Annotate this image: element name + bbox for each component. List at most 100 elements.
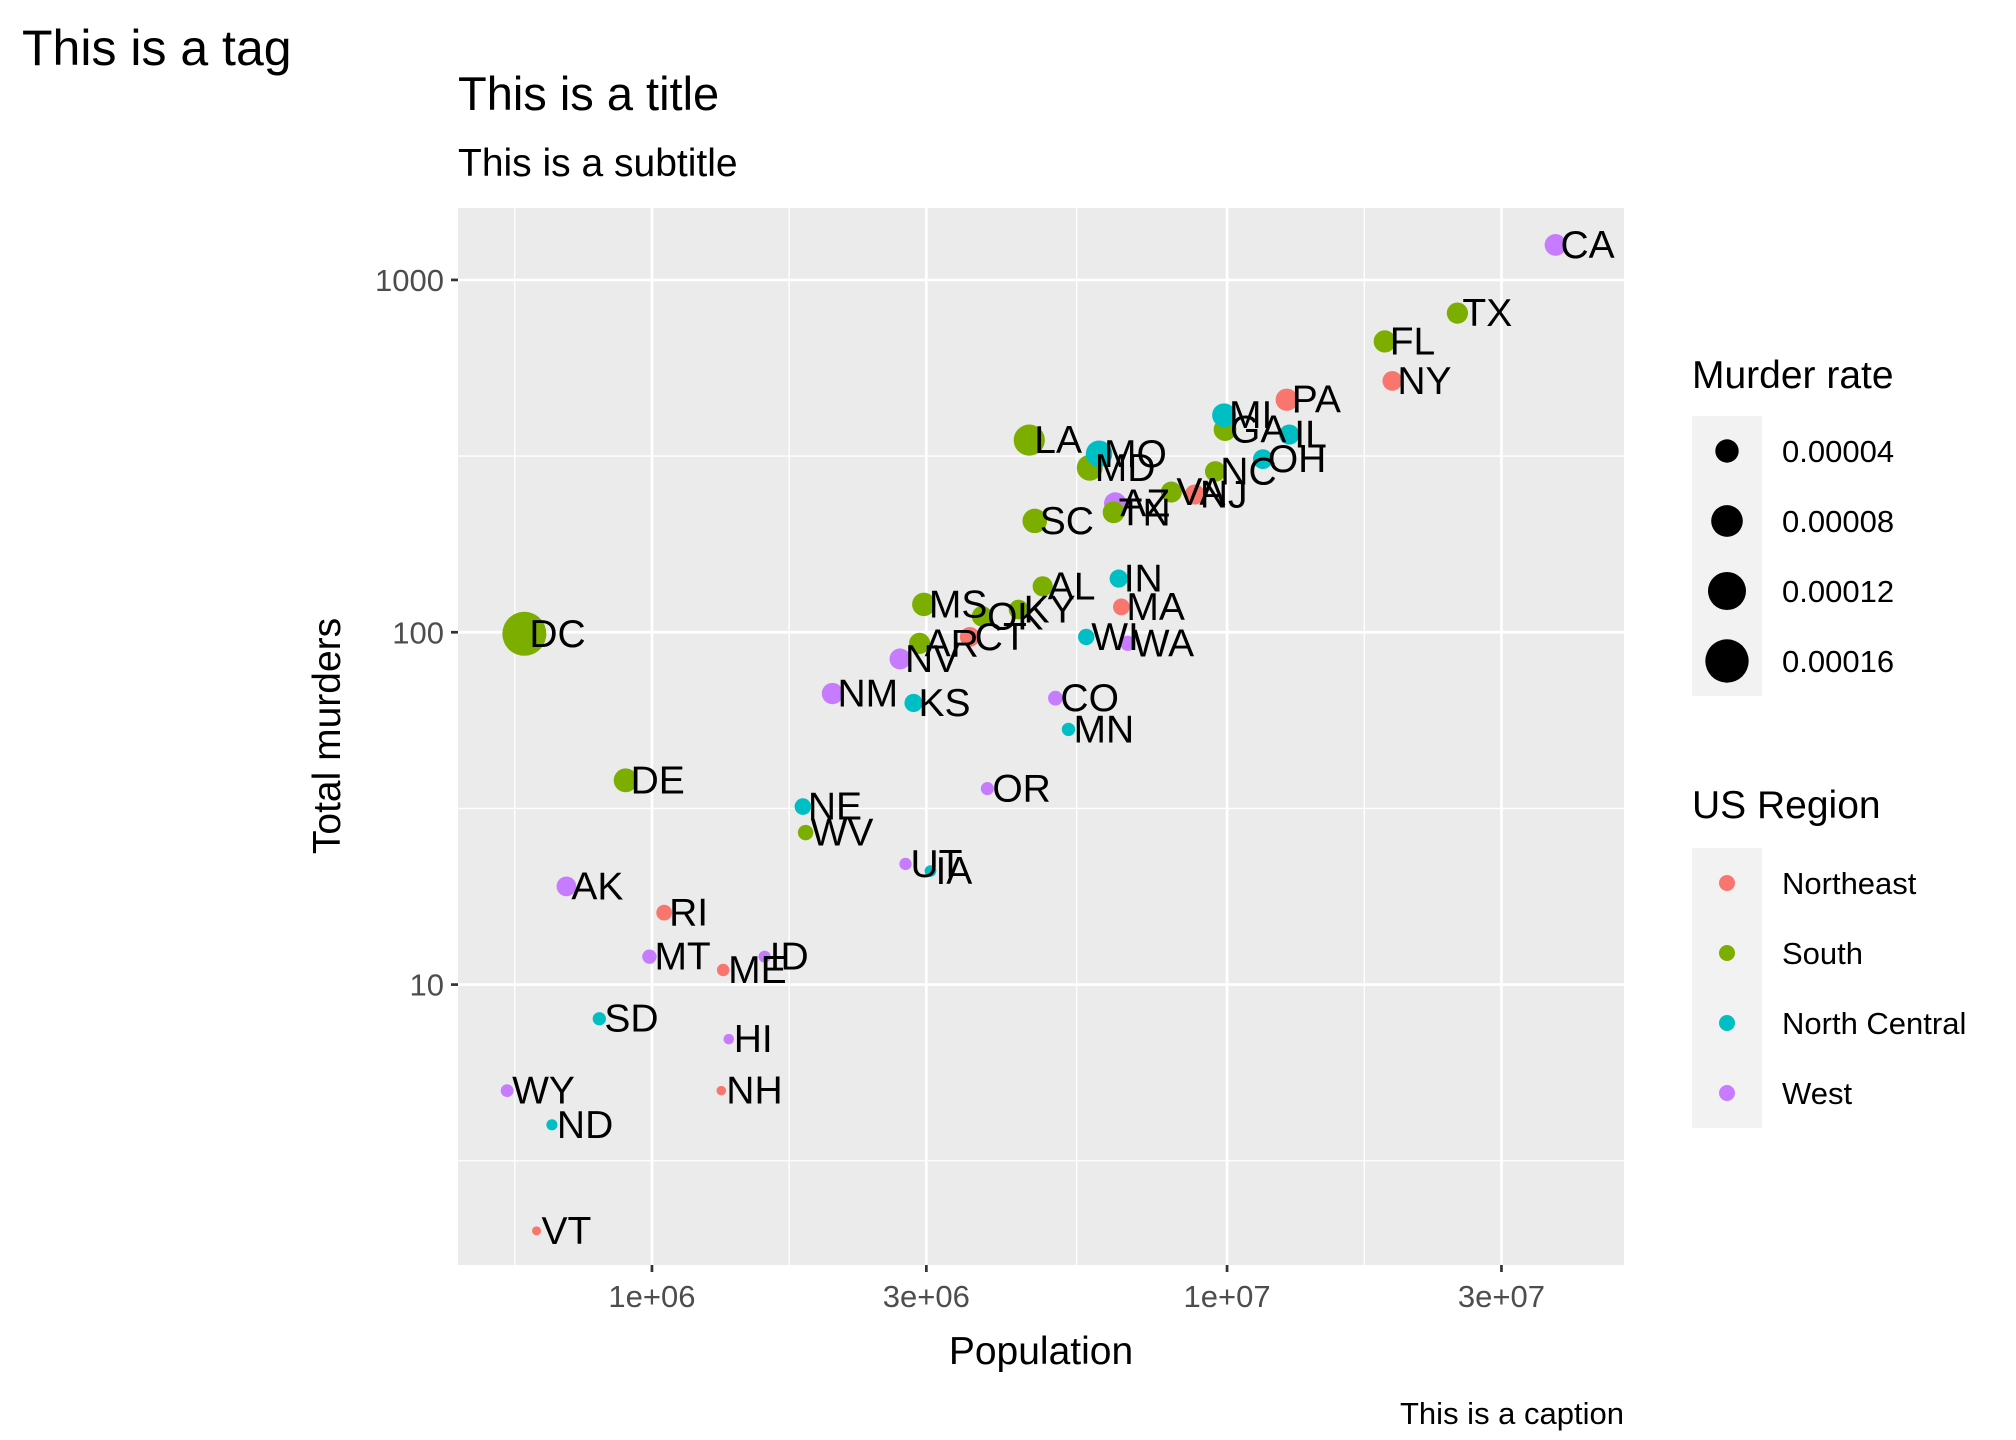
- chart-title: This is a title: [458, 67, 719, 120]
- point-label: NE: [808, 786, 862, 829]
- color-legend-title: US Region: [1692, 784, 1881, 827]
- data-point: [556, 876, 577, 897]
- data-point: [716, 1085, 727, 1096]
- point-label: MN: [1073, 708, 1134, 751]
- point-label: CA: [1561, 224, 1615, 267]
- point-label: KY: [1024, 589, 1076, 632]
- point-label: ND: [557, 1104, 613, 1147]
- point-label: CO: [1060, 677, 1119, 720]
- point-label: SD: [604, 998, 658, 1041]
- data-point: [908, 632, 931, 654]
- data-point: [1022, 508, 1047, 534]
- point-label: AK: [571, 865, 623, 908]
- point-label: ID: [770, 936, 809, 979]
- point-label: SC: [1040, 500, 1094, 543]
- point-label: OK: [987, 595, 1043, 638]
- data-point: [980, 782, 994, 796]
- point-label: UT: [911, 843, 963, 886]
- point-label: AR: [925, 622, 979, 665]
- data-point: [532, 1226, 542, 1236]
- point-label: DE: [631, 759, 685, 802]
- data-point: [821, 682, 844, 705]
- point-label: MD: [1095, 447, 1156, 490]
- color-legend-label: Northeast: [1782, 866, 1917, 901]
- point-label: GA: [1230, 409, 1286, 452]
- grid-lines: [458, 208, 1624, 1265]
- data-point: [971, 605, 993, 627]
- data-point: [1204, 461, 1226, 482]
- point-labels: AL AK AZ AR CA CO CT DE DC FL GA HI ID IL IN IA KS KY LA ME…: [512, 224, 1615, 1253]
- point-label: IN: [1124, 558, 1163, 601]
- color-legend-key-background: [1692, 848, 1762, 1128]
- data-point: [1160, 481, 1182, 503]
- x-tick-label: 3e+06: [883, 1279, 970, 1314]
- data-point: [889, 648, 911, 670]
- size-legend-label: 0.00008: [1782, 504, 1894, 539]
- data-point: [1048, 690, 1063, 706]
- data-point: [546, 1119, 558, 1131]
- size-legend-title: Murder rate: [1692, 354, 1894, 397]
- point-label: CT: [975, 616, 1027, 659]
- point-label: WV: [811, 812, 874, 855]
- color-legend-key: [1719, 875, 1735, 891]
- data-point: [1446, 302, 1469, 324]
- data-point: [1085, 440, 1113, 468]
- data-point: [1112, 598, 1130, 616]
- data-point: [924, 865, 937, 877]
- point-label: NV: [905, 638, 959, 681]
- data-points: [500, 234, 1567, 1236]
- point-label: ME: [728, 949, 787, 992]
- x-tick-label: 1e+06: [608, 1279, 695, 1314]
- data-point: [642, 949, 657, 964]
- data-point: [1373, 330, 1396, 353]
- y-axis-title: Total murders: [306, 618, 349, 854]
- data-point: [592, 1012, 606, 1026]
- point-label: VA: [1176, 471, 1225, 514]
- point-label: OH: [1268, 438, 1327, 481]
- color-legend-key: [1719, 945, 1735, 961]
- point-label: NC: [1220, 450, 1276, 493]
- chart-caption: This is a caption: [1400, 1396, 1624, 1431]
- data-point: [1279, 424, 1300, 445]
- color-legend-label: West: [1782, 1076, 1852, 1111]
- data-point: [794, 798, 812, 815]
- point-label: WA: [1133, 622, 1194, 665]
- point-label: AL: [1048, 565, 1096, 608]
- data-point: [502, 611, 547, 656]
- data-point: [797, 824, 814, 841]
- point-label: WI: [1091, 616, 1139, 659]
- data-point: [716, 963, 730, 977]
- point-label: MA: [1126, 586, 1185, 629]
- size-legend-key: [1707, 571, 1747, 611]
- data-point: [1252, 449, 1273, 470]
- size-legend-label: 0.00004: [1782, 434, 1894, 469]
- data-point: [758, 950, 771, 963]
- point-label: TX: [1462, 292, 1512, 335]
- point-label: HI: [734, 1018, 773, 1061]
- point-label: MO: [1104, 433, 1167, 476]
- color-legend-label: South: [1782, 936, 1863, 971]
- data-point: [1078, 628, 1095, 646]
- chart-subtitle: This is a subtitle: [458, 142, 738, 185]
- point-label: FL: [1390, 320, 1436, 363]
- data-point: [1032, 576, 1053, 597]
- color-legend-key: [1719, 1015, 1735, 1031]
- color-legend-key: [1719, 1085, 1735, 1101]
- data-point: [1544, 234, 1567, 256]
- x-axis-title: Population: [949, 1330, 1133, 1373]
- data-point: [500, 1084, 514, 1098]
- point-label: VT: [542, 1210, 592, 1253]
- data-point: [1275, 388, 1298, 411]
- data-point: [1184, 484, 1205, 505]
- point-label: NJ: [1200, 474, 1248, 517]
- x-tick-label: 3e+07: [1458, 1279, 1545, 1314]
- data-point: [959, 626, 980, 647]
- data-point: [613, 768, 638, 793]
- point-label: NY: [1397, 360, 1451, 403]
- point-label: IA: [935, 850, 972, 893]
- data-point: [1061, 722, 1076, 737]
- y-tick-label: 100: [392, 615, 444, 650]
- data-point: [656, 904, 672, 921]
- data-point: [1212, 403, 1236, 428]
- chart-tag: This is a tag: [22, 20, 292, 76]
